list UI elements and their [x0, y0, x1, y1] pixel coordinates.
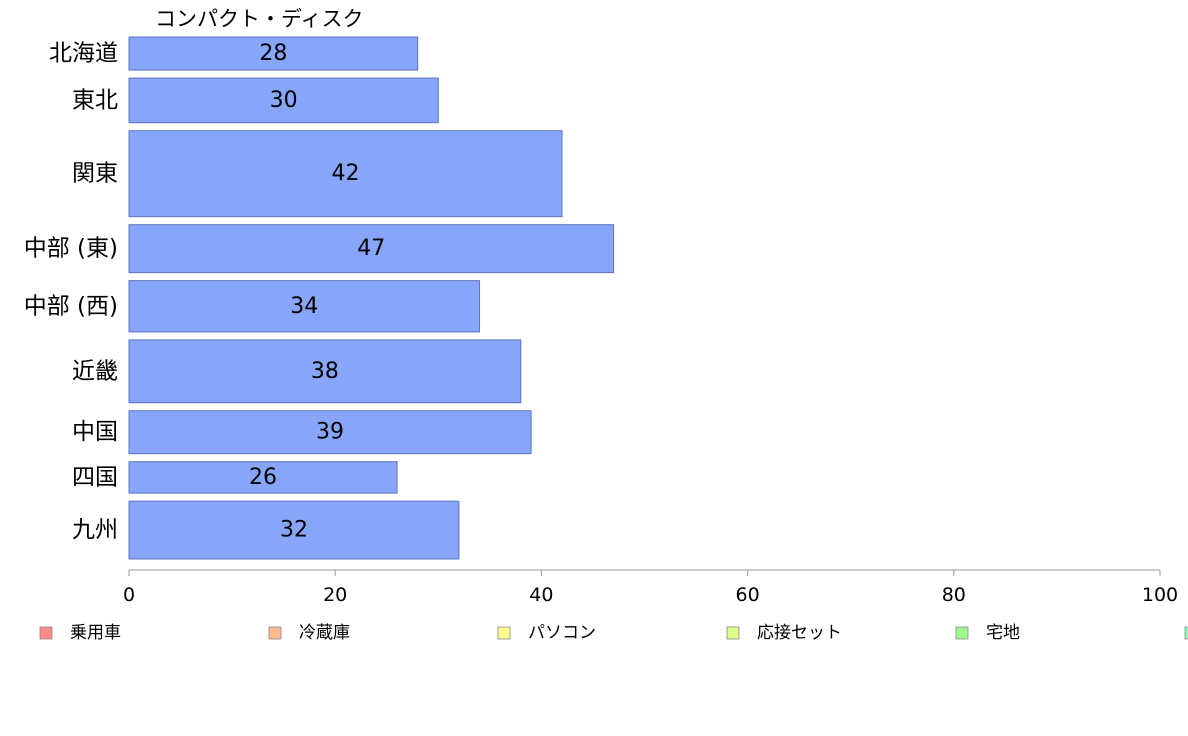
category-label: 九州 [72, 517, 118, 543]
legend-swatch [497, 626, 511, 640]
bars-layer [128, 36, 615, 560]
bar [128, 77, 439, 124]
category-label: 中部 (西) [24, 293, 118, 319]
bar [128, 410, 532, 455]
category-label: 四国 [72, 464, 118, 490]
data-label: 26 [249, 465, 277, 490]
data-label: 38 [311, 359, 339, 384]
bar [128, 224, 615, 274]
data-label: 42 [332, 161, 360, 186]
category-label: 中部 (東) [24, 236, 118, 262]
legend-label: パソコン [528, 623, 596, 643]
data-label: 30 [270, 88, 298, 113]
legend-label: 乗用車 [70, 623, 121, 643]
data-label: 28 [259, 41, 287, 66]
bar [128, 500, 460, 560]
x-tick-label: 80 [942, 584, 966, 606]
category-label: 北海道 [49, 41, 118, 67]
data-label: 32 [280, 518, 308, 543]
x-tick-label: 60 [736, 584, 760, 606]
x-tick-label: 0 [123, 584, 135, 606]
legend-label: 宅地 [986, 623, 1020, 643]
legend-swatch [1184, 626, 1188, 640]
legend-label: 冷蔵庫 [299, 623, 350, 643]
legend-swatch [726, 626, 740, 640]
legend-swatch [955, 626, 969, 640]
category-label: 東北 [72, 87, 118, 113]
bar [128, 339, 522, 404]
x-tick-label: 20 [323, 584, 347, 606]
bar [128, 130, 563, 218]
legend-swatch [268, 626, 282, 640]
legend: 乗用車 冷蔵庫 パソコン 応接セット 宅地 [39, 623, 1188, 643]
category-label: 近畿 [72, 358, 118, 384]
x-axis: 0 20 40 60 80 100 [123, 569, 1178, 606]
chart-title: コンパクト・ディスク [155, 7, 364, 31]
category-label: 関東 [72, 161, 118, 187]
data-label: 47 [357, 236, 385, 261]
bar [128, 36, 419, 71]
x-ticks: 0 20 40 60 80 100 [123, 570, 1178, 606]
x-tick-label: 100 [1142, 584, 1178, 606]
bar [128, 461, 398, 494]
bar [128, 280, 481, 333]
legend-swatch [39, 626, 53, 640]
legend-label: 応接セット [757, 623, 842, 643]
data-label: 34 [290, 294, 318, 319]
value-labels: 28 30 42 47 34 38 39 26 32 [249, 41, 385, 543]
x-tick-label: 40 [529, 584, 553, 606]
category-label: 中国 [72, 419, 118, 445]
data-label: 39 [316, 420, 344, 445]
